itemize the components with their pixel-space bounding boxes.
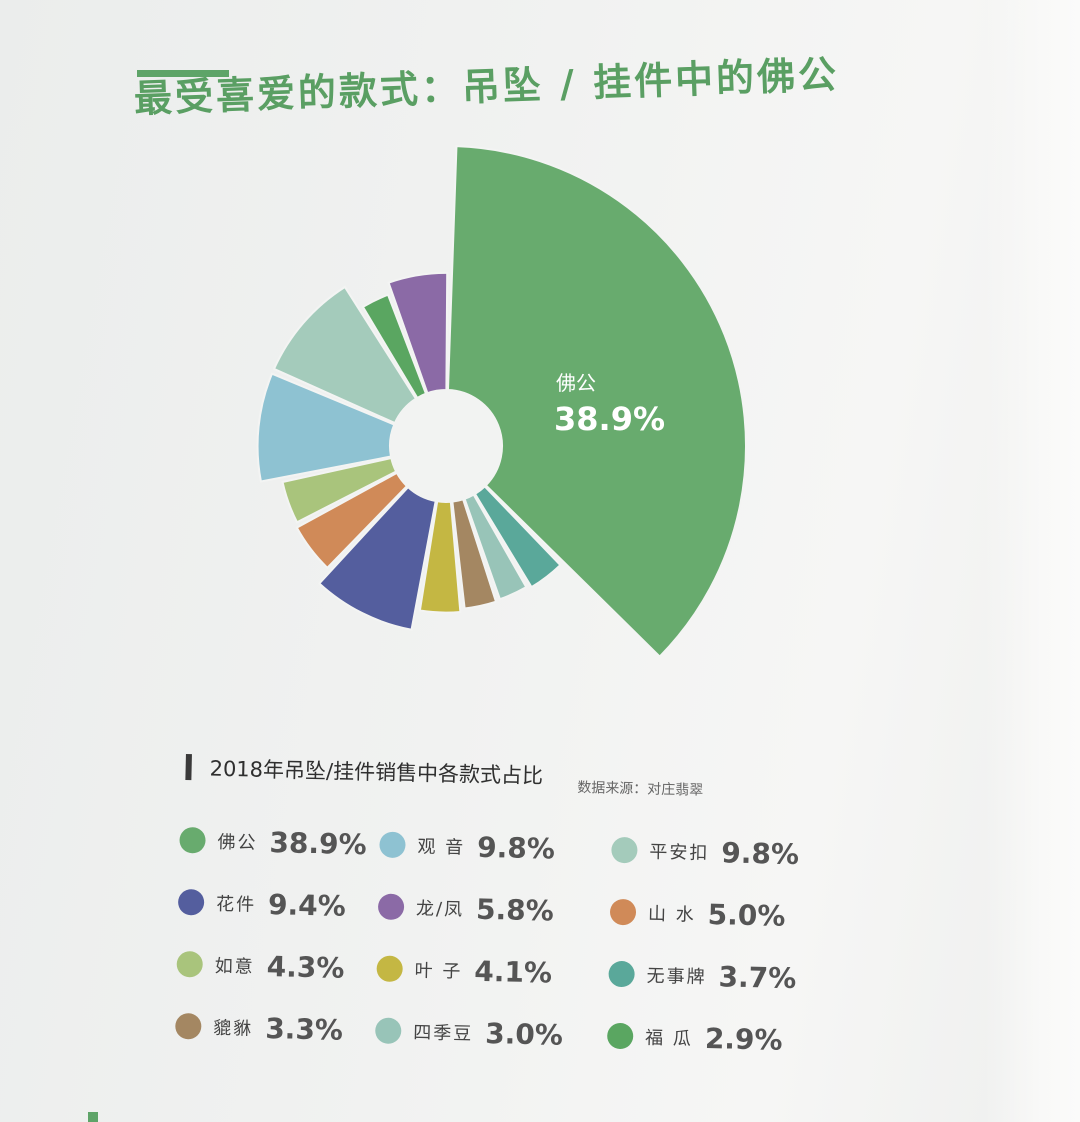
data-source: 数据来源：对庄翡翠: [577, 779, 704, 799]
legend-item: 福 瓜 2.9%: [606, 1016, 783, 1060]
pie-chart: 佛公 38.9%: [256, 145, 747, 658]
title-accent-bar: [137, 70, 229, 77]
page-edge: [985, 0, 1080, 1122]
legend-item: 花件 9.4%: [177, 882, 347, 926]
legend-value: 9.8%: [476, 830, 556, 866]
legend-label: 佛公: [217, 831, 258, 854]
legend-item: 如意 4.3%: [176, 944, 345, 988]
next-section-marker: [88, 1112, 98, 1122]
legend-item: 四季豆 3.0%: [374, 1010, 564, 1054]
legend-label: 无事牌: [646, 965, 707, 988]
legend-swatch: [379, 831, 406, 859]
highlight-slice-value: 38.9%: [554, 400, 665, 438]
legend-swatch: [608, 960, 635, 988]
donut-hole: [390, 390, 502, 502]
legend-value: 3.0%: [484, 1016, 564, 1052]
legend-swatch: [175, 1012, 202, 1040]
legend-item: 无事牌 3.7%: [608, 954, 797, 998]
legend-value: 5.8%: [475, 892, 555, 927]
legend-swatch: [374, 1017, 402, 1045]
legend-value: 2.9%: [704, 1021, 783, 1057]
legend-item: 貔貅 3.3%: [175, 1006, 344, 1050]
legend-item: 叶 子 4.1%: [376, 949, 552, 993]
legend-value: 3.3%: [264, 1011, 344, 1047]
legend-value: 38.9%: [269, 825, 368, 861]
legend-item: 佛公 38.9%: [179, 820, 367, 864]
chart-subtitle: 2018年吊坠/挂件销售中各款式占比: [209, 756, 544, 789]
legend-value: 4.1%: [474, 954, 553, 989]
chart-legend: 佛公 38.9% 观 音 9.8% 平安扣 9.8% 花件 9.4% 龙/凤 5.8% 山 水 5.0…: [174, 820, 830, 1115]
caption-marker: [185, 753, 192, 781]
legend-swatch: [609, 898, 637, 926]
legend-label: 貔貅: [213, 1017, 254, 1040]
legend-swatch: [376, 955, 403, 983]
legend-swatch: [611, 836, 638, 864]
legend-item: 平安扣 9.8%: [611, 830, 800, 874]
legend-label: 福 瓜: [644, 1027, 694, 1050]
legend-swatch: [176, 950, 204, 978]
legend-value: 9.8%: [721, 835, 800, 871]
legend-swatch: [179, 826, 206, 854]
legend-label: 龙/凤: [415, 898, 465, 921]
legend-value: 4.3%: [266, 949, 345, 985]
legend-label: 平安扣: [649, 841, 710, 865]
legend-label: 四季豆: [412, 1022, 474, 1045]
legend-item: 龙/凤 5.8%: [377, 887, 555, 931]
legend-item: 山 水 5.0%: [609, 892, 786, 936]
legend-swatch: [377, 893, 405, 921]
legend-swatch: [177, 888, 205, 916]
legend-value: 9.4%: [267, 887, 347, 923]
legend-label: 如意: [214, 955, 255, 978]
legend-label: 花件: [215, 893, 257, 916]
legend-label: 观 音: [417, 836, 466, 859]
legend-label: 叶 子: [414, 960, 463, 983]
legend-value: 3.7%: [718, 959, 797, 995]
legend-swatch: [606, 1022, 634, 1050]
legend-value: 5.0%: [707, 897, 786, 933]
highlight-slice-name: 佛公: [556, 371, 596, 395]
legend-label: 山 水: [647, 903, 696, 926]
legend-item: 观 音 9.8%: [379, 825, 555, 869]
